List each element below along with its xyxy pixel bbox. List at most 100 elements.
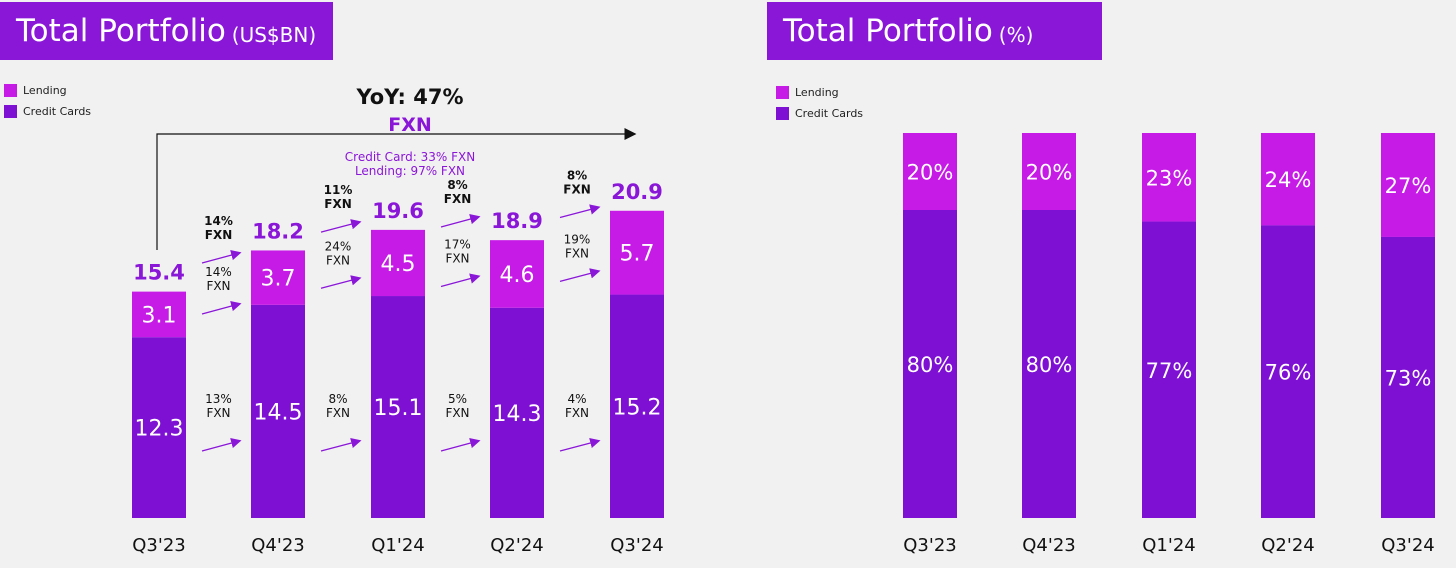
growth-arrow-total	[559, 204, 601, 219]
growth-label-credit-cards: 5% FXN	[445, 392, 469, 420]
pct-value-label-credit-cards: 77%	[1146, 359, 1193, 383]
bar-value-label-credit-cards: 15.1	[374, 396, 423, 421]
pct-bar-credit-cards	[1261, 225, 1315, 518]
bar-total-label: 18.9	[491, 209, 543, 233]
pct-value-label-lending: 24%	[1265, 168, 1312, 192]
pct-bar-credit-cards	[1381, 236, 1435, 518]
pct-value-label-lending: 27%	[1385, 174, 1432, 198]
legend-label-credit-cards: Credit Cards	[795, 107, 864, 120]
left-legend: Lending Credit Cards	[4, 80, 91, 122]
growth-arrow-total	[320, 219, 362, 233]
pct-value-label-lending: 20%	[1026, 161, 1073, 185]
pct-bar-lending	[1261, 133, 1315, 226]
growth-label-total: 11% FXN	[324, 183, 353, 211]
bar-value-label-credit-cards: 14.3	[493, 402, 542, 427]
growth-label-credit-cards: 4% FXN	[565, 392, 589, 420]
legend-item-lending: Lending	[776, 82, 863, 103]
x-tick-label: Q3'24	[1381, 535, 1434, 556]
pct-bar-credit-cards	[1022, 210, 1076, 518]
growth-arrow-total	[201, 250, 242, 264]
growth-label-lending: 24% FXN	[325, 239, 352, 267]
bar-credit-cards	[251, 304, 305, 518]
x-tick-label: Q2'24	[490, 535, 543, 556]
right-legend: Lending Credit Cards	[776, 82, 863, 124]
pct-bar-credit-cards	[1142, 221, 1196, 519]
pct-bar-lending	[1381, 133, 1435, 237]
growth-label-total: 8% FXN	[563, 168, 591, 196]
x-tick-label: Q2'24	[1261, 535, 1314, 556]
growth-label-total: 8% FXN	[444, 178, 472, 206]
bar-value-label-credit-cards: 14.5	[254, 400, 303, 425]
bar-value-label-credit-cards: 12.3	[135, 417, 184, 442]
x-tick-label: Q1'24	[371, 535, 424, 556]
pct-value-label-credit-cards: 80%	[907, 353, 954, 377]
bar-total-label: 18.2	[252, 219, 304, 243]
growth-arrow-credit-cards	[320, 437, 362, 452]
legend-label-lending: Lending	[23, 84, 67, 97]
bar-value-label-lending: 5.7	[620, 242, 655, 267]
pct-value-label-credit-cards: 73%	[1385, 366, 1432, 390]
growth-arrow-total	[440, 214, 481, 228]
growth-arrow-lending	[201, 301, 242, 315]
x-tick-label: Q3'24	[610, 535, 663, 556]
x-tick-label: Q1'24	[1142, 535, 1195, 556]
right-title-box: Total Portfolio (%)	[767, 2, 1102, 60]
left-title-unit: (US$BN)	[231, 23, 317, 47]
pct-value-label-credit-cards: 80%	[1026, 353, 1073, 377]
bar-lending	[610, 210, 664, 295]
growth-arrow-credit-cards	[201, 438, 242, 452]
growth-arrow-credit-cards	[559, 437, 601, 452]
growth-label-credit-cards: 8% FXN	[326, 392, 350, 420]
yoy-fxn-label: FXN	[388, 114, 432, 136]
pct-value-label-credit-cards: 76%	[1265, 361, 1312, 385]
bar-credit-cards	[132, 337, 186, 518]
legend-swatch-credit-cards	[4, 105, 17, 118]
right-chart: 20% 80% Q3'23 20% 80% Q4'23 23% 77% Q1'24 24% 76% Q…	[903, 133, 1435, 556]
bar-total-label: 19.6	[372, 199, 424, 223]
bar-lending	[490, 240, 544, 308]
legend-item-lending: Lending	[4, 80, 91, 101]
growth-label-total: 14% FXN	[204, 214, 233, 242]
pct-bar-credit-cards	[903, 210, 957, 518]
growth-label-lending: 14% FXN	[205, 265, 232, 293]
left-title-box: Total Portfolio (US$BN)	[0, 2, 333, 60]
bar-value-label-lending: 3.7	[261, 267, 296, 292]
pct-value-label-lending: 20%	[907, 161, 954, 185]
yoy-bracket-arrow	[156, 128, 637, 250]
bar-total-label: 20.9	[611, 180, 663, 204]
pct-bar-lending	[1142, 133, 1196, 222]
left-chart: 12.3 3.1 15.4 Q3'23 14.5 3.7 18.2 Q4'23 15.1 4.5 1…	[132, 85, 664, 556]
bar-lending	[371, 229, 425, 297]
bar-credit-cards	[371, 296, 425, 518]
bar-value-label-lending: 3.1	[142, 303, 177, 328]
legend-item-credit-cards: Credit Cards	[4, 101, 91, 122]
right-title: Total Portfolio	[783, 13, 993, 49]
legend-label-credit-cards: Credit Cards	[23, 105, 92, 118]
bar-value-label-lending: 4.6	[500, 263, 535, 288]
right-title-unit: (%)	[998, 23, 1034, 47]
legend-item-credit-cards: Credit Cards	[776, 103, 863, 124]
growth-label-lending: 19% FXN	[564, 232, 591, 260]
legend-swatch-lending	[4, 84, 17, 97]
bar-total-label: 15.4	[133, 261, 185, 285]
yoy-label: YoY: 47%	[355, 85, 463, 109]
yoy-note-lending: Lending: 97% FXN	[355, 164, 465, 178]
bar-value-label-credit-cards: 15.2	[613, 395, 662, 420]
growth-label-lending: 17% FXN	[444, 237, 471, 265]
legend-swatch-credit-cards	[776, 107, 789, 120]
growth-arrow-lending	[320, 275, 362, 289]
pct-bar-lending	[903, 133, 957, 210]
x-tick-label: Q4'23	[1022, 535, 1075, 556]
bar-lending	[132, 291, 186, 338]
x-tick-label: Q4'23	[251, 535, 304, 556]
pct-bar-lending	[1022, 133, 1076, 210]
x-tick-label: Q3'23	[132, 535, 185, 556]
bar-credit-cards	[490, 307, 544, 518]
yoy-note-credit-card: Credit Card: 33% FXN	[345, 150, 475, 164]
pct-value-label-lending: 23%	[1146, 166, 1193, 190]
bar-credit-cards	[610, 294, 664, 518]
growth-arrow-credit-cards	[440, 438, 481, 452]
growth-label-credit-cards: 13% FXN	[205, 392, 232, 420]
growth-arrow-lending	[440, 273, 481, 288]
bar-value-label-lending: 4.5	[381, 252, 416, 277]
